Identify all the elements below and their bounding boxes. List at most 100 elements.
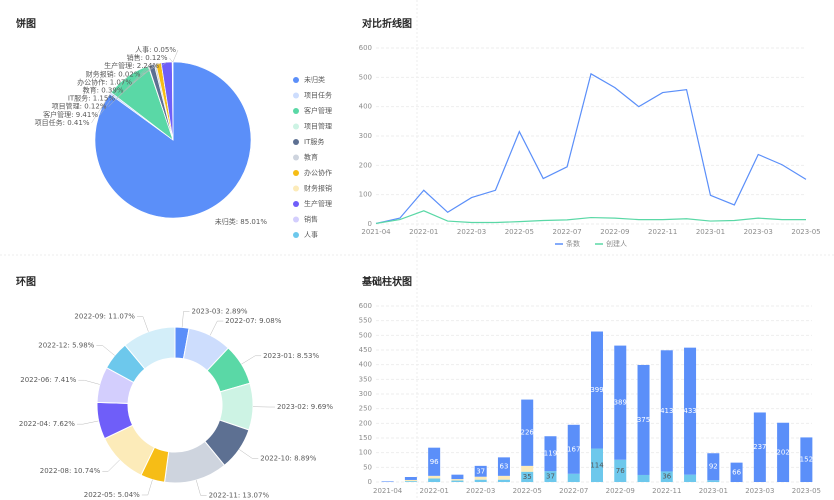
legend-marker <box>293 108 299 114</box>
bar-label: 202 <box>776 448 789 456</box>
leader-line <box>78 379 100 385</box>
x-tick-label: 2022-01 <box>409 228 438 236</box>
bar-segment <box>591 448 603 482</box>
bar-segment <box>451 480 464 482</box>
bar-segment <box>474 465 487 477</box>
bar-label: 35 <box>523 473 532 481</box>
y-tick-label: 500 <box>359 331 372 339</box>
bar-label: 114 <box>590 461 604 469</box>
y-tick-label: 400 <box>359 361 372 369</box>
leader-line <box>196 479 207 496</box>
bar-segment <box>660 350 673 472</box>
x-tick-label: 2022-07 <box>559 487 588 495</box>
leader-line <box>76 420 99 425</box>
bar-segment <box>474 476 487 480</box>
legend-label: 销售 <box>304 215 318 224</box>
bar-segment <box>497 479 510 482</box>
bar-segment <box>521 399 534 466</box>
x-tick-label: 2022-05 <box>505 228 534 236</box>
legend-marker <box>293 185 299 192</box>
x-tick-label: 2022-03 <box>457 228 486 236</box>
x-tick-label: 2022-11 <box>648 228 677 236</box>
legend-marker <box>293 216 299 223</box>
bar-segment <box>404 481 417 482</box>
bar-label: 119 <box>544 450 557 458</box>
x-tick-label: 2023-01 <box>696 228 725 236</box>
bar-segment <box>637 364 650 475</box>
y-tick-label: 300 <box>359 132 372 140</box>
bar-label: 399 <box>590 386 603 394</box>
bar-label: 36 <box>662 473 671 481</box>
bar-segment <box>684 347 697 475</box>
slice-label: 2022-08: 10.74% <box>40 467 101 475</box>
bar-label: 375 <box>637 416 650 424</box>
panel-title: 基础柱状图 <box>361 275 412 288</box>
bar-segment <box>474 479 487 482</box>
bar-segment <box>777 422 790 482</box>
bar-segment <box>428 475 441 479</box>
slice-label: 人事: 0.05% <box>135 45 176 54</box>
bar-segment <box>707 453 720 481</box>
slice-label: 客户管理: 9.41% <box>43 110 98 119</box>
slice-label: 项目管理: 0.12% <box>52 102 107 111</box>
bar-segment <box>404 479 417 482</box>
x-tick-label: 2022-11 <box>652 487 681 495</box>
legend-label: 教育 <box>304 153 318 162</box>
x-tick-label: 2023-05 <box>792 487 821 495</box>
bar-segment <box>497 457 510 476</box>
bar-segment <box>567 424 580 474</box>
slice-label: 项目任务: 0.41% <box>35 118 90 127</box>
y-tick-label: 100 <box>359 449 372 457</box>
legend-label: 生产管理 <box>304 199 332 208</box>
legend-marker <box>293 201 299 207</box>
bar-label: 433 <box>683 407 696 415</box>
y-tick-label: 100 <box>359 191 372 199</box>
line-series <box>375 72 807 224</box>
y-tick-label: 200 <box>359 419 372 427</box>
bar-segment <box>567 473 580 482</box>
slice-label: 2022-04: 7.62% <box>19 420 75 428</box>
x-tick-label: 2023-01 <box>699 487 728 495</box>
bar-segment <box>544 471 557 482</box>
slice-label: 2022-10: 8.89% <box>260 454 316 462</box>
legend-label: 创建人 <box>606 239 627 248</box>
legend-marker <box>293 77 299 83</box>
bar-label: 152 <box>800 456 813 464</box>
x-tick-label: 2022-05 <box>513 487 542 495</box>
leader-line <box>133 63 159 83</box>
x-tick-label: 2023-03 <box>744 228 773 236</box>
y-tick-label: 0 <box>368 478 372 486</box>
leader-line <box>209 320 224 336</box>
legend-label: 人事 <box>304 230 318 239</box>
leader-line <box>141 479 153 496</box>
legend-marker <box>293 154 299 161</box>
leader-line <box>96 345 115 356</box>
x-tick-label: 2022-07 <box>552 228 581 236</box>
leader-line <box>172 49 179 63</box>
bar-segment <box>451 474 464 480</box>
legend-label: 条数 <box>566 239 580 248</box>
bar-segment <box>614 345 627 460</box>
y-tick-label: 600 <box>359 44 372 52</box>
bar-label: 237 <box>753 443 766 451</box>
bar-segment <box>707 480 720 482</box>
bar-segment <box>753 412 766 482</box>
bar-segment <box>800 437 813 482</box>
bar-label: 96 <box>430 458 439 466</box>
bar-segment <box>451 479 464 481</box>
leader-line <box>99 76 128 115</box>
slice-label: 销售: 0.12% <box>127 53 168 62</box>
slice-label: 2022-05: 5.04% <box>84 491 140 499</box>
panel-title: 环图 <box>16 276 36 288</box>
donut-slice <box>124 326 176 370</box>
y-tick-label: 600 <box>359 302 372 310</box>
x-tick-label: 2023-03 <box>745 487 774 495</box>
bar-segment <box>591 331 603 449</box>
bar-segment <box>428 447 441 476</box>
legend-label: 项目任务 <box>304 91 332 100</box>
leader-line <box>91 93 111 124</box>
bar-label: 37 <box>546 473 555 481</box>
slice-label: IT服务: 1.15% <box>68 94 116 103</box>
legend-marker <box>293 232 299 238</box>
